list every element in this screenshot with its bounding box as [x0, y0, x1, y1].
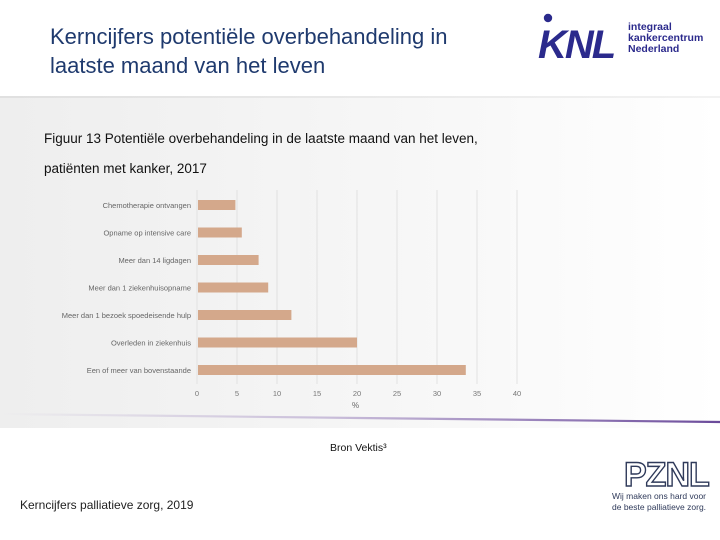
bar-chart: Chemotherapie ontvangen Opname op intensi… — [62, 190, 521, 410]
bar-5 — [198, 337, 357, 348]
band-top-edge — [0, 96, 720, 98]
category-label: Overleden in ziekenhuis — [111, 339, 191, 348]
x-tick-label: 10 — [273, 389, 281, 398]
pznl-tagline-line-2: de beste palliatieve zorg. — [612, 502, 707, 512]
figure-caption-line-1: Figuur 13 Potentiële overbehandeling in … — [44, 131, 478, 146]
knl-logo-line-3: Nederland — [628, 43, 680, 55]
knl-logo-text: integraal kankercentrum Nederland — [628, 22, 703, 55]
x-tick-label: 5 — [235, 389, 239, 398]
x-tick-label: 20 — [353, 389, 361, 398]
x-tick-label: 30 — [433, 389, 441, 398]
x-tick-label: 15 — [313, 389, 321, 398]
category-label: Meer dan 1 ziekenhuisopname — [88, 284, 191, 293]
bar-layer — [198, 200, 466, 375]
x-tick-label: 25 — [393, 389, 401, 398]
knl-logo-line-2: kankercentrum — [628, 32, 704, 44]
category-label: Meer dan 14 ligdagen — [118, 256, 191, 265]
slide-title-line-2: laatste maand van het leven — [50, 53, 326, 78]
pznl-logo: PZNL — [623, 455, 710, 494]
x-tick-label: 0 — [195, 389, 199, 398]
slide-title: Kerncijfers potentiële overbehandeling i… — [50, 22, 520, 80]
figure-caption: Figuur 13 Potentiële overbehandeling in … — [44, 124, 664, 184]
category-label: Opname op intensive care — [103, 229, 191, 238]
bar-6 — [198, 365, 466, 375]
footer-text: Kerncijfers palliatieve zorg, 2019 — [20, 498, 194, 512]
bar-3 — [198, 282, 269, 293]
bar-1 — [198, 227, 242, 238]
x-tick-label: 40 — [513, 389, 521, 398]
bar-4 — [198, 310, 292, 320]
pznl-mark-text: PZNL — [624, 456, 709, 494]
category-label-layer: Chemotherapie ontvangen Opname op intensi… — [62, 201, 192, 375]
x-tick-label: 35 — [473, 389, 481, 398]
knl-mark-text: KNL — [538, 23, 615, 67]
category-label: Chemotherapie ontvangen — [103, 201, 191, 210]
category-label: Een of meer van bovenstaande — [87, 366, 191, 375]
category-label: Meer dan 1 bezoek spoedeisende hulp — [62, 311, 191, 320]
tick-label-layer: 0 5 10 15 20 25 30 35 40 — [195, 389, 521, 398]
pznl-tagline-line-1: Wij maken ons hard voor — [612, 491, 707, 501]
knl-dot-icon — [543, 13, 553, 23]
figure-caption-line-2: patiënten met kanker, 2017 — [44, 161, 207, 176]
decorative-purple-line — [0, 412, 720, 424]
knl-logo: KNL — [538, 13, 617, 67]
bar-2 — [198, 255, 259, 265]
grid-layer — [196, 190, 518, 384]
slide-title-line-1: Kerncijfers potentiële overbehandeling i… — [50, 24, 448, 49]
x-axis-label: % — [352, 401, 359, 410]
knl-logo-line-1: integraal — [628, 21, 672, 33]
bar-0 — [198, 200, 236, 210]
pznl-tagline: Wij maken ons hard voor de beste palliat… — [612, 491, 718, 513]
source-note: Bron Vektis³ — [330, 442, 387, 454]
